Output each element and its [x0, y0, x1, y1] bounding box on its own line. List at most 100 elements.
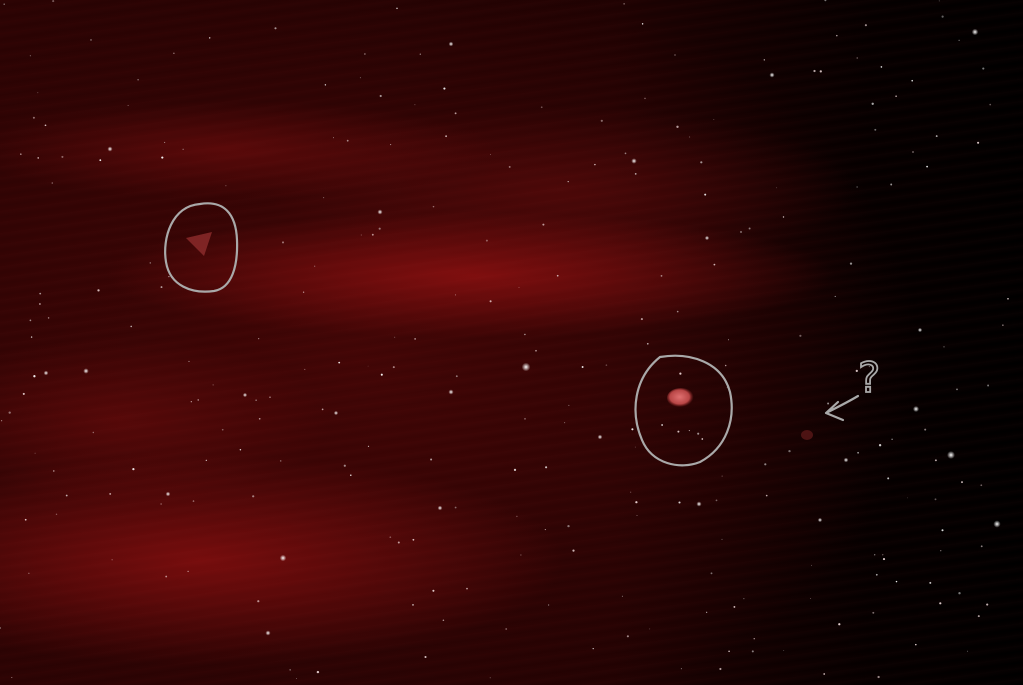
star	[980, 545, 983, 548]
star	[137, 79, 139, 81]
star	[982, 67, 985, 70]
star	[548, 604, 550, 606]
star	[971, 28, 979, 36]
star	[182, 148, 184, 150]
star	[367, 445, 370, 447]
star	[239, 449, 242, 451]
star	[938, 0, 940, 2]
star	[871, 102, 874, 105]
star	[187, 570, 189, 573]
star	[636, 514, 638, 516]
star	[437, 505, 443, 511]
star	[911, 150, 915, 154]
star	[397, 541, 400, 544]
star	[160, 503, 162, 505]
circle-annotation-left	[164, 202, 239, 293]
star	[132, 467, 135, 471]
star	[634, 446, 636, 448]
star	[721, 475, 723, 477]
star	[567, 180, 569, 183]
star	[535, 349, 537, 352]
star	[37, 92, 39, 94]
star	[849, 262, 853, 265]
star	[443, 87, 446, 90]
arrow-annotation	[824, 394, 860, 422]
star	[34, 452, 36, 454]
star	[836, 34, 838, 37]
star	[367, 365, 369, 367]
star	[912, 405, 920, 413]
star	[943, 346, 945, 348]
star	[875, 573, 878, 576]
star	[834, 295, 836, 297]
star	[958, 592, 961, 595]
star	[380, 373, 383, 376]
star	[769, 72, 775, 78]
star	[83, 368, 89, 374]
star	[679, 372, 682, 375]
star	[379, 94, 382, 98]
star	[22, 392, 25, 395]
star	[710, 572, 713, 575]
star	[1, 420, 3, 422]
star	[929, 581, 932, 584]
star	[29, 55, 31, 57]
star	[782, 216, 785, 218]
star	[255, 399, 257, 401]
star	[634, 173, 637, 175]
star	[713, 119, 715, 120]
star	[856, 186, 858, 188]
star	[269, 396, 271, 398]
star	[661, 424, 663, 426]
star	[424, 655, 427, 659]
star	[824, 0, 827, 2]
star	[51, 182, 54, 184]
star	[323, 197, 325, 199]
star	[631, 428, 634, 431]
star	[389, 536, 392, 539]
star	[489, 677, 491, 679]
star	[967, 650, 969, 652]
question-mark-annotation: ?	[858, 353, 880, 402]
star	[701, 438, 704, 440]
star	[958, 39, 960, 41]
star	[823, 673, 826, 675]
star	[819, 70, 822, 73]
triangular-object	[186, 232, 212, 256]
star	[987, 384, 990, 387]
star	[680, 668, 682, 670]
faint-object	[801, 430, 813, 440]
star	[635, 501, 638, 504]
star	[646, 342, 649, 345]
star	[857, 451, 859, 454]
star	[993, 520, 1001, 528]
star	[935, 135, 938, 138]
star	[649, 628, 651, 630]
star	[107, 146, 113, 152]
star	[225, 185, 227, 187]
star	[111, 559, 113, 561]
star	[989, 103, 992, 106]
star	[630, 491, 632, 493]
star	[257, 600, 260, 603]
star	[644, 97, 646, 100]
star	[258, 417, 261, 420]
star	[706, 611, 708, 613]
star	[940, 550, 942, 552]
star	[490, 154, 492, 156]
star	[817, 517, 823, 523]
star	[394, 336, 396, 338]
star	[281, 241, 285, 244]
star	[961, 481, 963, 484]
star	[924, 428, 927, 431]
star	[346, 139, 349, 142]
star	[544, 529, 546, 531]
star	[564, 422, 566, 424]
star	[127, 105, 129, 107]
star	[556, 274, 559, 277]
star	[454, 112, 457, 115]
star	[765, 494, 768, 497]
star	[432, 589, 435, 592]
star	[350, 474, 352, 477]
